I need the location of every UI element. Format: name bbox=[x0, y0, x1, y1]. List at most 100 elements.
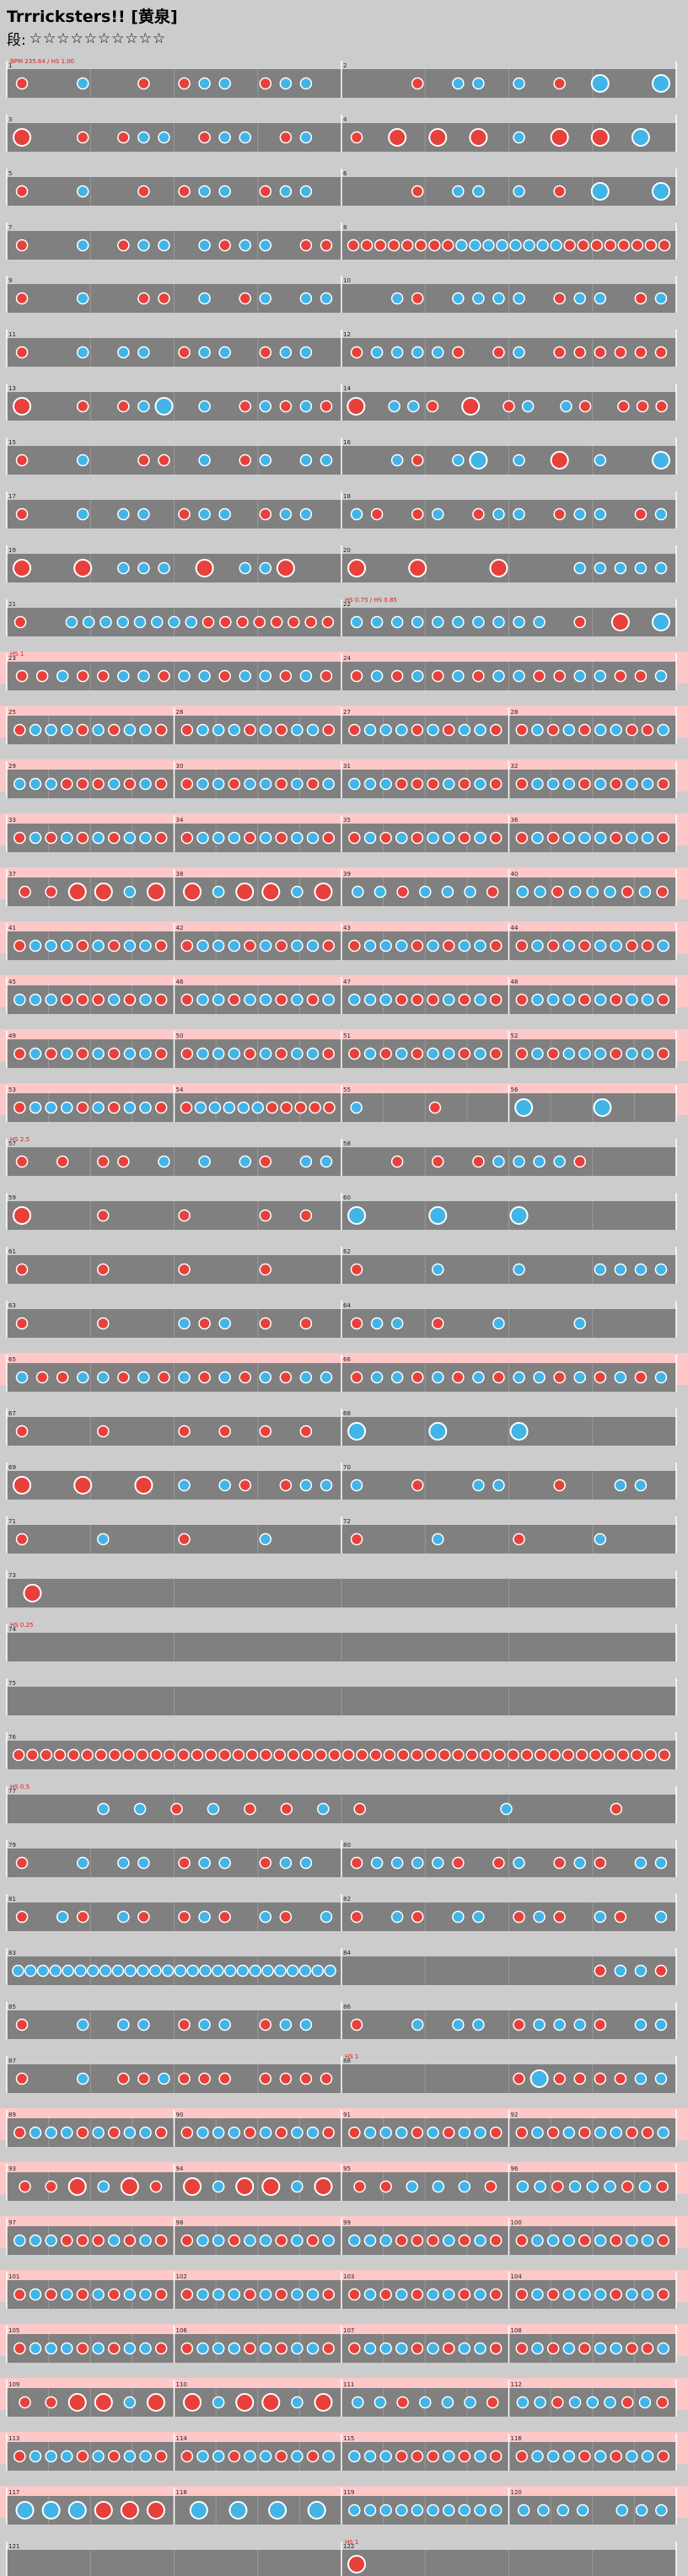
ka-note bbox=[117, 561, 130, 575]
big-ka-note bbox=[651, 451, 670, 470]
don-note bbox=[594, 1856, 607, 1870]
ka-note bbox=[92, 939, 105, 953]
ka-note bbox=[594, 2342, 607, 2355]
ka-note bbox=[218, 1856, 231, 1870]
ka-note bbox=[116, 615, 129, 629]
ka-note bbox=[259, 2126, 272, 2139]
don-note bbox=[320, 239, 333, 252]
ka-note bbox=[317, 1802, 330, 1816]
ka-note bbox=[196, 2342, 209, 2355]
ka-note bbox=[550, 239, 562, 252]
big-don-note bbox=[146, 883, 165, 901]
ka-note bbox=[279, 77, 293, 90]
don-note bbox=[458, 2450, 471, 2463]
big-don-note bbox=[314, 2393, 333, 2412]
don-note bbox=[13, 2288, 26, 2301]
ka-note bbox=[45, 2234, 57, 2247]
don-note bbox=[107, 2342, 121, 2355]
don-note bbox=[515, 723, 529, 737]
ka-note bbox=[306, 939, 320, 953]
don-note bbox=[123, 777, 137, 791]
ka-note bbox=[286, 1964, 299, 1978]
ka-note bbox=[516, 885, 529, 899]
don-note bbox=[353, 1802, 366, 1816]
don-note bbox=[15, 292, 29, 305]
don-note bbox=[356, 1748, 368, 1762]
ka-note bbox=[198, 1856, 211, 1870]
measure-number: 89 bbox=[8, 2112, 16, 2118]
ka-note bbox=[546, 993, 560, 1006]
ka-note bbox=[604, 2180, 616, 2193]
ka-note bbox=[452, 292, 465, 305]
ka-note bbox=[92, 1101, 105, 1114]
don-note bbox=[320, 2072, 333, 2085]
don-note bbox=[428, 1101, 442, 1114]
big-don-note bbox=[235, 883, 255, 901]
ka-note bbox=[586, 2180, 599, 2193]
don-note bbox=[400, 239, 414, 252]
ka-note bbox=[654, 2072, 668, 2085]
don-note bbox=[515, 2234, 529, 2247]
don-note bbox=[503, 400, 515, 413]
ka-note bbox=[218, 1479, 231, 1492]
ka-note bbox=[513, 507, 525, 521]
ka-note bbox=[291, 2288, 304, 2301]
ka-note bbox=[137, 346, 150, 359]
ka-note bbox=[45, 2126, 57, 2139]
don-note bbox=[553, 1371, 566, 1384]
don-note bbox=[275, 2342, 288, 2355]
ka-note bbox=[237, 1101, 250, 1114]
ka-note bbox=[139, 1101, 152, 1114]
don-note bbox=[137, 292, 150, 305]
ka-note bbox=[610, 723, 622, 737]
ka-note bbox=[562, 723, 576, 737]
don-note bbox=[387, 239, 400, 252]
measure-number: 83 bbox=[8, 1950, 16, 1956]
measure-number: 116 bbox=[511, 2435, 523, 2442]
don-note bbox=[472, 1155, 485, 1168]
don-note bbox=[328, 1748, 341, 1762]
don-note bbox=[279, 1910, 293, 1924]
measure-number: 102 bbox=[176, 2273, 187, 2280]
ka-note bbox=[531, 831, 544, 845]
ka-note bbox=[474, 831, 486, 845]
don-note bbox=[301, 1748, 314, 1762]
don-note bbox=[553, 507, 566, 521]
ka-note bbox=[458, 939, 471, 953]
ka-note bbox=[432, 507, 444, 521]
ka-note bbox=[442, 993, 455, 1006]
ka-note bbox=[259, 1047, 272, 1060]
ka-note bbox=[370, 1371, 384, 1384]
annotation-text: HS 0.25 bbox=[10, 1622, 34, 1629]
don-note bbox=[515, 777, 529, 791]
ka-note bbox=[474, 993, 486, 1006]
don-note bbox=[279, 1479, 293, 1492]
ka-note bbox=[374, 885, 387, 899]
ka-note bbox=[610, 2126, 622, 2139]
don-note bbox=[578, 400, 592, 413]
ka-note bbox=[472, 1910, 485, 1924]
ka-note bbox=[29, 1047, 42, 1060]
ka-note bbox=[348, 2234, 361, 2247]
ka-note bbox=[133, 615, 147, 629]
ka-note bbox=[533, 1910, 546, 1924]
measure-number: 28 bbox=[511, 709, 519, 716]
don-note bbox=[634, 1371, 648, 1384]
measure-number: 110 bbox=[176, 2381, 187, 2388]
ka-note bbox=[320, 1479, 333, 1492]
ka-note bbox=[578, 1047, 591, 1060]
ka-note bbox=[474, 1047, 486, 1060]
big-don-note bbox=[489, 559, 508, 577]
don-note bbox=[492, 346, 505, 359]
big-don-note bbox=[67, 2177, 87, 2196]
don-note bbox=[578, 777, 591, 791]
ka-note bbox=[521, 400, 535, 413]
measure-number: 79 bbox=[8, 1842, 16, 1849]
big-ka-note bbox=[651, 613, 670, 631]
don-note bbox=[594, 2072, 607, 2085]
ka-note bbox=[196, 2126, 209, 2139]
don-note bbox=[158, 453, 170, 467]
ka-note bbox=[139, 939, 152, 953]
don-note bbox=[411, 185, 424, 198]
ka-note bbox=[320, 1371, 333, 1384]
